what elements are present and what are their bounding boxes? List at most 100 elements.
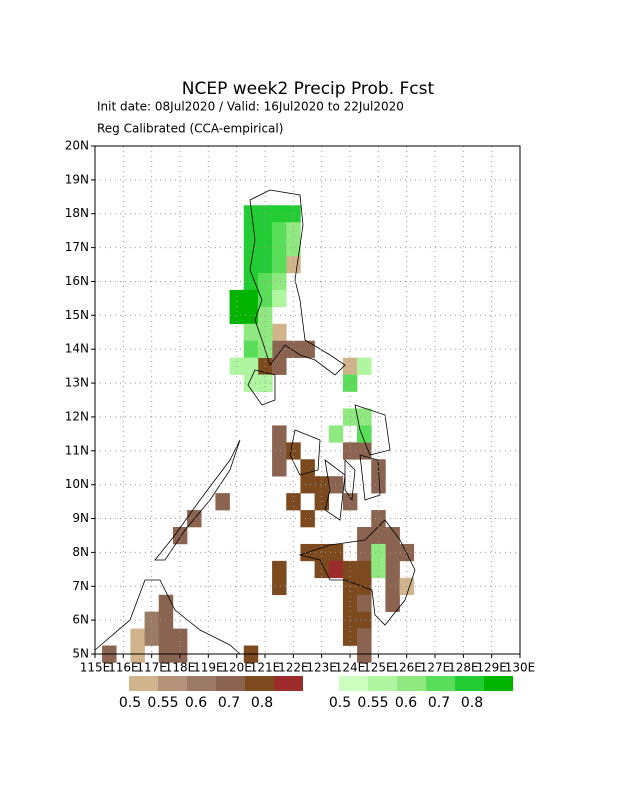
below-cell xyxy=(328,560,344,579)
below-cell xyxy=(399,543,415,562)
below-cell xyxy=(272,577,287,596)
y-tick-label: 11N xyxy=(65,443,89,457)
below-cell xyxy=(272,459,287,477)
below-cell xyxy=(385,560,400,579)
x-tick-label: 121E xyxy=(250,661,281,675)
coastline xyxy=(94,189,416,655)
colorbar-label: 0.8 xyxy=(461,695,483,711)
below-cell xyxy=(300,340,315,358)
y-tick-label: 20N xyxy=(65,139,89,153)
above-cell xyxy=(371,543,386,562)
above-cell xyxy=(357,425,372,443)
colorbar-box xyxy=(245,676,274,691)
above-cell xyxy=(272,239,287,257)
x-tick-label: 128E xyxy=(448,661,479,675)
colorbar-label: 0.55 xyxy=(357,695,388,711)
above-cell xyxy=(357,408,372,426)
above-cell xyxy=(243,222,259,240)
x-tick-label: 125E xyxy=(363,661,394,675)
above-cell xyxy=(357,357,372,375)
below-cell xyxy=(286,256,301,274)
above-cell xyxy=(243,289,259,308)
y-tick-label: 16N xyxy=(65,274,89,288)
y-tick-label: 9N xyxy=(72,511,89,525)
x-tick-label: 123E xyxy=(306,661,337,675)
x-tick-label: 115E xyxy=(80,661,111,675)
colorbar-label: 0.7 xyxy=(428,695,450,711)
x-tick-label: 117E xyxy=(136,661,167,675)
x-tick-label: 116E xyxy=(108,661,139,675)
below-cell xyxy=(272,425,287,443)
above-cell xyxy=(286,222,301,240)
colorbar-box xyxy=(187,676,216,691)
x-tick-label: 122E xyxy=(278,661,309,675)
above-cell xyxy=(272,256,287,274)
below-cell xyxy=(158,594,174,612)
above-cell xyxy=(371,560,386,579)
above-cell xyxy=(328,425,344,443)
below-cell xyxy=(215,493,230,511)
above-cell xyxy=(243,357,259,375)
above-cell xyxy=(229,306,245,325)
below-cell xyxy=(172,628,188,646)
above-cell xyxy=(272,289,287,308)
colorbar-box xyxy=(129,676,158,691)
subtitle: Init date: 08Jul2020 / Valid: 16Jul2020 … xyxy=(97,100,404,114)
below-cell xyxy=(314,543,330,562)
y-tick-label: 13N xyxy=(65,376,89,390)
below-cell xyxy=(385,577,400,596)
above-cell xyxy=(257,256,273,274)
y-tick-label: 14N xyxy=(65,342,89,356)
below-cell xyxy=(357,527,372,545)
above-cell xyxy=(257,323,273,342)
below-cell xyxy=(300,510,315,528)
below-cell xyxy=(272,340,287,358)
above-cell xyxy=(243,323,259,342)
method: Reg Calibrated (CCA-empirical) xyxy=(97,122,283,136)
below-cell xyxy=(286,340,301,358)
colorbar-box xyxy=(158,676,187,691)
y-tick-label: 18N xyxy=(65,206,89,220)
above-cell xyxy=(286,239,301,257)
above-cell xyxy=(272,205,287,223)
below-cell xyxy=(300,476,315,494)
below-cell xyxy=(144,628,160,646)
colorbar-box xyxy=(455,676,484,691)
below-cell xyxy=(342,560,358,579)
y-tick-label: 7N xyxy=(72,579,89,593)
below-cell xyxy=(371,510,386,528)
above-cell xyxy=(257,222,273,240)
x-tick-label: 124E xyxy=(335,661,366,675)
below-cell xyxy=(130,628,145,646)
x-tick-label: 127E xyxy=(420,661,451,675)
y-tick-label: 6N xyxy=(72,613,89,627)
colorbar-box xyxy=(368,676,397,691)
colorbar-box xyxy=(397,676,426,691)
colorbar-label: 0.55 xyxy=(147,695,178,711)
below-cell xyxy=(357,594,372,612)
colorbar-box xyxy=(216,676,245,691)
above-cell xyxy=(272,222,287,240)
below-cell xyxy=(357,560,372,579)
below-cell xyxy=(342,594,358,612)
axes: 115E116E117E118E119E120E121E122E123E124E… xyxy=(65,139,536,675)
below-cell xyxy=(385,527,400,545)
below-cell xyxy=(144,611,160,629)
x-tick-label: 120E xyxy=(221,661,252,675)
y-tick-label: 12N xyxy=(65,409,89,423)
below-cell xyxy=(314,560,330,579)
colorbar-label: 0.5 xyxy=(329,695,351,711)
below-cell xyxy=(342,628,358,646)
colorbar-label: 0.7 xyxy=(218,695,240,711)
y-tick-label: 10N xyxy=(65,477,89,491)
x-tick-label: 130E xyxy=(505,661,536,675)
x-tick-label: 129E xyxy=(476,661,507,675)
above-cell xyxy=(286,205,301,223)
colorbar: 0.5 0.55 0.6 0.7 0.8 0.5 0.55 0.6 0.7 0.8 xyxy=(119,676,513,711)
below-cell xyxy=(357,628,372,646)
y-tick-label: 5N xyxy=(72,647,89,661)
y-tick-label: 8N xyxy=(72,545,89,559)
x-tick-label: 118E xyxy=(165,661,196,675)
x-tick-label: 126E xyxy=(391,661,422,675)
